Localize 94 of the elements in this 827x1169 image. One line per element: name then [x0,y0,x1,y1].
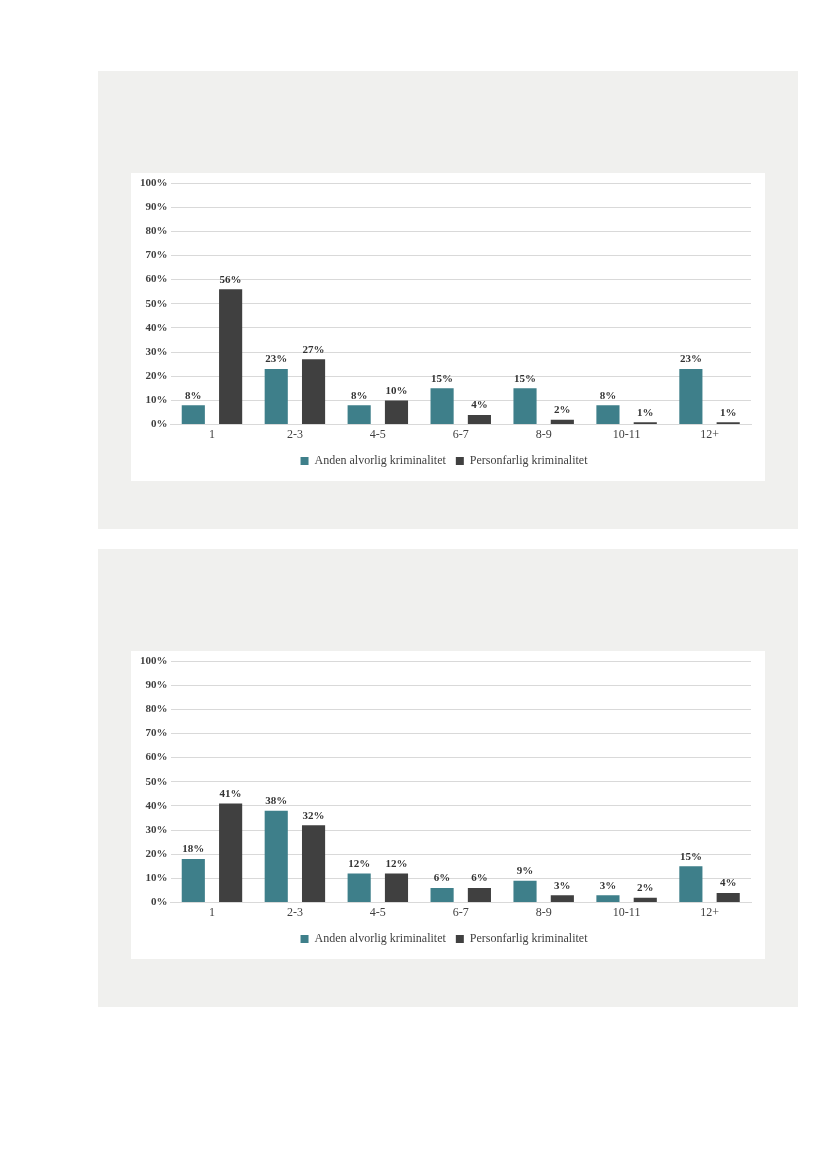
legend-label: Anden alvorlig kriminalitet [314,453,447,468]
data-label: 3% [599,878,617,891]
data-label: 15% [679,849,702,862]
bar [430,388,454,425]
x-tick-label: 6-7 [452,426,469,441]
data-label: 23% [679,352,702,365]
bar [347,405,371,425]
data-label: 12% [385,856,408,869]
legend-label: Personfarlig kriminalitet [469,453,589,468]
bar [384,400,409,425]
x-tick-label: 4-5 [369,426,386,441]
y-tick-label: 40% [145,798,168,811]
data-label: 10% [385,383,408,396]
y-tick-label: 100% [140,175,168,188]
y-tick-label: 50% [145,774,168,787]
y-tick-label: 70% [145,248,168,261]
x-tick-label: 10-11 [612,904,641,919]
bar [384,873,409,903]
bar [219,803,243,903]
y-tick-label: 60% [145,272,168,285]
bar [347,873,371,903]
data-label: 27% [302,342,325,355]
data-label: 8% [350,388,368,401]
bar [679,369,703,425]
x-tick-label: 1 [208,426,215,441]
bar [633,897,657,903]
bar [264,810,288,903]
y-tick-label: 10% [145,393,168,406]
x-tick-label: 1 [208,904,215,919]
x-tick-label: 2-3 [286,426,303,441]
y-tick-label: 20% [145,369,168,382]
data-label: 3% [554,878,571,891]
bar [679,866,703,903]
y-tick-label: 10% [145,871,168,884]
data-label: 12% [348,856,371,869]
data-label: 2% [554,403,571,416]
x-tick-label: 12+ [700,904,720,919]
bar [716,892,740,903]
data-label: 32% [302,808,325,821]
data-label: 1% [719,405,737,418]
x-tick-label: 8-9 [535,904,552,919]
data-label: 2% [637,881,654,894]
bar [181,859,205,903]
bar [550,895,574,903]
data-label: 1% [637,405,654,418]
y-tick-label: 80% [145,702,168,715]
legend-label: Personfarlig kriminalitet [469,931,589,946]
data-label: 23% [265,352,288,365]
y-tick-label: 30% [145,344,168,357]
legend-label: Anden alvorlig kriminalitet [314,931,447,946]
data-label: 56% [219,272,242,285]
bar [550,419,574,425]
bar [264,369,288,425]
data-label: 6% [471,871,488,884]
bar [301,359,326,425]
y-tick-label: 20% [145,847,168,860]
y-tick-label: 0% [151,417,168,430]
bar [301,825,326,903]
data-label: 15% [431,371,454,384]
data-label: 8% [599,388,617,401]
y-tick-label: 80% [145,224,168,237]
y-tick-label: 60% [145,750,168,763]
bar [596,405,620,425]
bar [219,289,243,425]
data-label: 38% [265,794,288,807]
x-tick-label: 6-7 [452,904,469,919]
bar [467,414,491,425]
y-tick-label: 90% [145,678,168,690]
x-tick-label: 4-5 [369,904,386,919]
bar [513,880,537,903]
y-tick-label: 40% [145,320,168,333]
y-tick-label: 100% [140,653,168,666]
data-label: 4% [719,876,737,889]
bar [181,405,205,425]
y-tick-label: 0% [151,895,168,908]
y-tick-label: 70% [145,726,168,739]
y-tick-label: 30% [145,822,168,835]
x-tick-label: 2-3 [286,904,303,919]
y-tick-label: 50% [145,296,168,309]
x-tick-label: 12+ [700,426,720,441]
data-label: 6% [433,871,451,884]
data-label: 41% [219,786,242,799]
x-tick-label: 10-11 [612,426,641,441]
data-label: 8% [185,388,202,401]
data-label: 9% [516,864,534,877]
y-tick-label: 90% [145,200,168,212]
x-tick-label: 8-9 [535,426,552,441]
bar [513,388,537,425]
bar [430,888,454,903]
data-label: 18% [182,842,205,855]
bar [596,895,620,903]
data-label: 4% [471,398,488,411]
data-label: 15% [514,371,537,384]
bar [467,888,491,903]
